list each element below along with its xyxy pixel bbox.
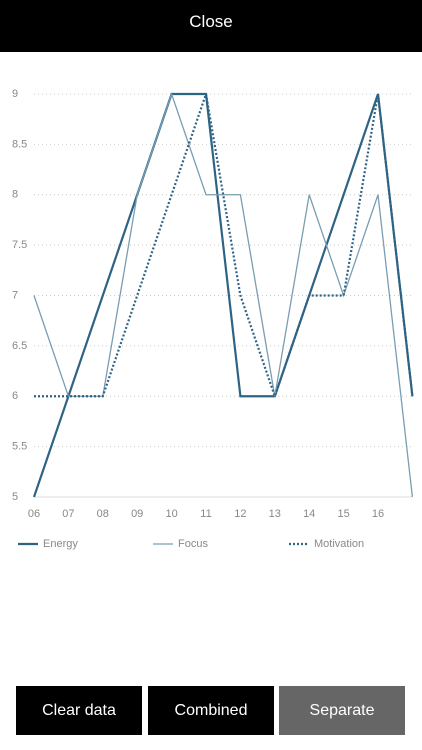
combined-button[interactable]: Combined [148,686,274,735]
x-tick-label: 10 [165,508,177,520]
x-tick-label: 09 [131,508,143,520]
x-tick-label: 06 [28,508,40,520]
series-line [32,92,414,498]
close-bar[interactable]: Close [0,0,422,52]
legend-label: Motivation [314,538,364,550]
y-tick-label: 5.5 [12,441,27,453]
x-tick-label: 12 [234,508,246,520]
series-line [33,91,414,498]
y-tick-label: 7.5 [12,239,27,251]
x-tick-label: 15 [337,508,349,520]
y-tick-label: 8 [12,189,18,201]
legend-label: Energy [43,538,78,550]
x-tick-label: 11 [200,508,211,520]
separate-button[interactable]: Separate [279,686,405,735]
y-tick-label: 5 [12,491,18,503]
legend-label: Focus [178,538,208,550]
y-tick-label: 6 [12,390,18,402]
x-tick-label: 14 [303,508,315,520]
x-tick-label: 08 [97,508,109,520]
y-tick-label: 8.5 [12,138,27,150]
series-line [34,93,414,400]
x-tick-label: 13 [269,508,281,520]
y-tick-label: 6.5 [12,340,27,352]
y-tick-label: 7 [12,289,18,301]
x-tick-label: 16 [372,508,384,520]
clear-button[interactable]: Clear data [16,686,142,735]
y-tick-label: 9 [12,88,18,100]
x-tick-label: 07 [62,508,74,520]
chart: 5 5.5 6 6.5 7 7.5 8 8.5 9 06 07 08 09 10 11 12 13 14 15 16 E… [12,88,414,550]
